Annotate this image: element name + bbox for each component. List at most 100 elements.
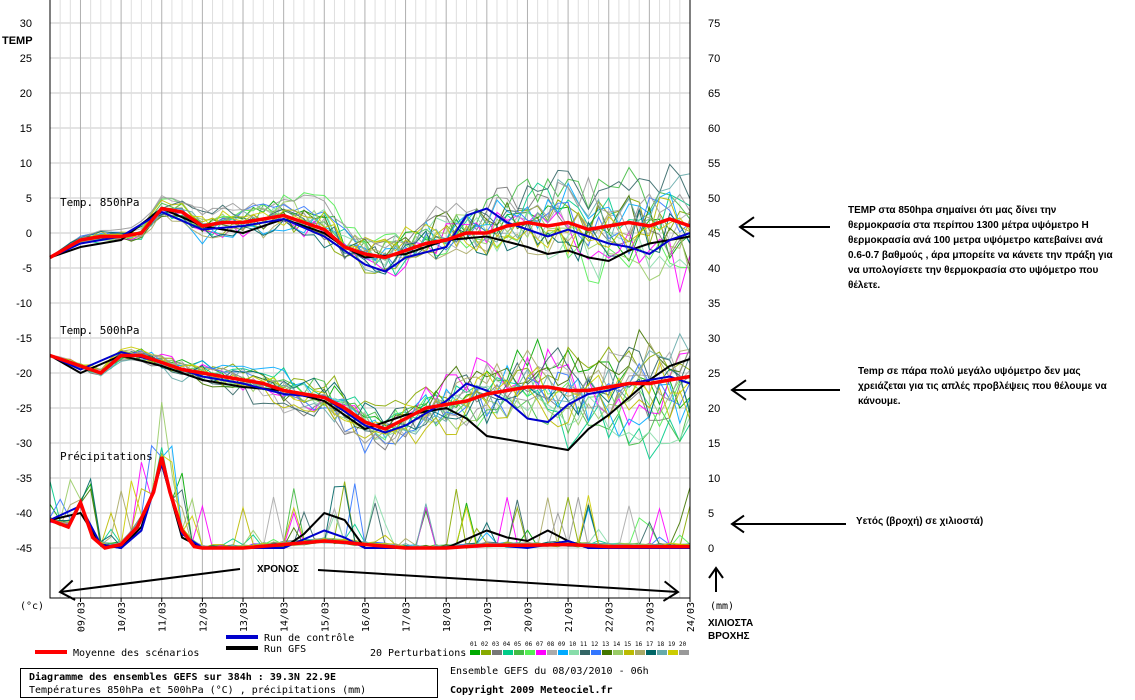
arrow-850-head xyxy=(738,216,755,238)
temp-label-bg xyxy=(0,32,46,48)
x-tick-label: 24/03 xyxy=(686,602,697,632)
legend-perturbation-id: 10 xyxy=(569,641,577,648)
arrow-500-head xyxy=(730,379,747,401)
time-arrow-right-head xyxy=(662,580,680,602)
perturbation-line xyxy=(49,454,691,549)
legend-perturbation-swatch xyxy=(635,650,645,655)
perturbation-line xyxy=(49,454,691,549)
perturbation-line xyxy=(49,453,691,549)
legend-perturbation-id: 05 xyxy=(514,641,522,648)
left-tick-label: -35 xyxy=(16,473,32,485)
legend-mean-label: Moyenne des scénarios xyxy=(73,647,199,659)
chart-title: Diagramme des ensembles GEFS sur 384h : … xyxy=(29,672,337,683)
right-tick-label: 55 xyxy=(708,158,720,170)
legend-perturbation-swatch xyxy=(503,650,513,655)
legend-perturbation-id: 03 xyxy=(492,641,500,648)
legend-perturbation-id: 14 xyxy=(613,641,621,648)
legend-perturbation-swatch xyxy=(646,650,656,655)
x-tick-label: 09/03 xyxy=(76,602,87,632)
section-label: Précipitations xyxy=(60,450,153,463)
mean-line xyxy=(49,456,690,550)
legend-perturbation-swatch xyxy=(602,650,612,655)
legend-perturbation-id: 15 xyxy=(624,641,632,648)
precip-axis-label: ΒΡΟΧΗΣ xyxy=(708,631,750,642)
chart-legend: Moyenne des scénarios Run de contrôleRun … xyxy=(35,632,689,659)
plot-frame xyxy=(49,0,691,599)
x-tick-label: 19/03 xyxy=(483,602,494,632)
perturbation-line xyxy=(49,456,691,549)
legend-perturbation-swatch xyxy=(481,650,491,655)
control-line xyxy=(49,460,690,550)
gfs-line xyxy=(49,354,691,452)
perturbation-line xyxy=(49,455,690,549)
perturbation-line xyxy=(49,456,691,549)
perturbation-line xyxy=(49,454,691,549)
perturbation-line xyxy=(49,456,691,549)
left-axis-unit: (°c) xyxy=(20,601,44,612)
legend-perturbation-id: 08 xyxy=(547,641,555,648)
mean-line xyxy=(49,206,691,260)
left-tick-label: 5 xyxy=(26,193,32,205)
right-tick-label: 50 xyxy=(708,193,720,205)
left-tick-label: 20 xyxy=(20,88,32,100)
right-tick-label: 5 xyxy=(708,508,714,520)
left-tick-label: -25 xyxy=(16,403,32,415)
legend-perturbation-id: 19 xyxy=(668,641,676,648)
legend-perturbation-swatch xyxy=(668,650,678,655)
precip-axis-arrow-head xyxy=(708,566,724,579)
perturbation-line xyxy=(49,457,691,549)
mean-line xyxy=(49,353,691,431)
chart-title-box: Diagramme des ensembles GEFS sur 384h : … xyxy=(20,668,438,698)
arrow-precip-head xyxy=(730,514,745,534)
note-500hpa: Temp σε πάρα πολύ μεγάλο υψόμετρο δεν μα… xyxy=(858,366,1107,407)
legend-perturbation-id: 02 xyxy=(481,641,489,648)
legend-perturbation-id: 11 xyxy=(580,641,588,648)
section-label: Temp. 850hPa xyxy=(60,196,139,209)
legend-perturbation-swatch xyxy=(514,650,524,655)
left-tick-label: -20 xyxy=(16,368,32,380)
legend-perturbation-swatch xyxy=(470,650,480,655)
perturbation-line xyxy=(49,457,691,549)
precip-axis-label: ΧΙΛΙΟΣΤΑ xyxy=(708,618,753,629)
main-series-lines xyxy=(49,206,691,550)
perturbation-line xyxy=(49,456,691,549)
control-line xyxy=(49,207,691,273)
left-tick-label: -40 xyxy=(16,508,32,520)
time-arrow-left-shaft xyxy=(59,568,241,593)
perturbation-line xyxy=(49,192,691,284)
perturbation-line xyxy=(49,455,691,550)
time-arrow-right-shaft xyxy=(317,569,679,593)
x-tick-label: 15/03 xyxy=(320,602,331,632)
left-tick-label: 30 xyxy=(20,18,32,30)
perturbation-line xyxy=(49,453,691,549)
x-tick-label: 12/03 xyxy=(198,602,209,632)
perturbation-line xyxy=(49,455,691,549)
legend-perturbations-label: 20 Perturbations xyxy=(370,648,466,659)
gfs-line xyxy=(49,207,691,263)
control-line xyxy=(49,350,691,434)
time-label: ΧΡΟΝΟΣ xyxy=(257,564,299,575)
right-tick-label: 30 xyxy=(708,333,720,345)
left-tick-label: 25 xyxy=(20,53,32,65)
legend-perturbation-id: 06 xyxy=(525,641,533,648)
left-tick-label: -10 xyxy=(16,298,32,310)
legend-perturbation-swatch xyxy=(580,650,590,655)
x-tick-label: 10/03 xyxy=(117,602,128,632)
legend-perturbation-id: 04 xyxy=(503,641,511,648)
x-tick-label: 16/03 xyxy=(361,602,372,632)
right-tick-label: 10 xyxy=(708,473,720,485)
right-tick-label: 60 xyxy=(708,123,720,135)
x-tick-label: 13/03 xyxy=(239,602,250,632)
left-tick-label: -30 xyxy=(16,438,32,450)
x-tick-label: 22/03 xyxy=(605,602,616,632)
note-precipitation: Υετός (βροχή) σε χιλιοστά) xyxy=(856,516,984,527)
left-axis-title: TEMP xyxy=(2,35,33,47)
legend-perturbation-swatch xyxy=(679,650,689,655)
time-arrow-left-head xyxy=(58,579,76,601)
right-tick-label: 70 xyxy=(708,53,720,65)
right-tick-label: 25 xyxy=(708,368,720,380)
right-tick-label: 15 xyxy=(708,438,720,450)
legend-perturbation-swatch xyxy=(569,650,579,655)
x-tick-label: 11/03 xyxy=(158,602,169,632)
right-tick-label: 65 xyxy=(708,88,720,100)
